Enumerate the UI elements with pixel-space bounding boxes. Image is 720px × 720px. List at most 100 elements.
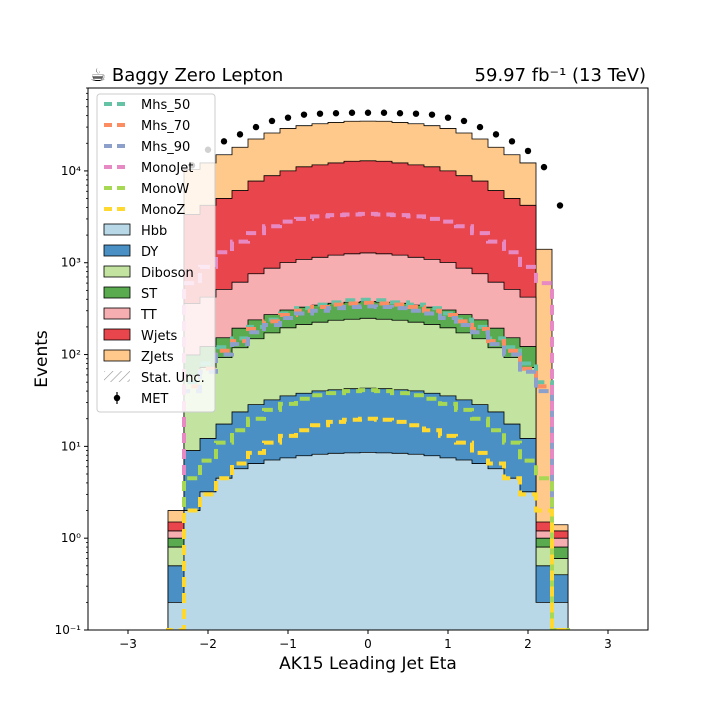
legend-label-dy: DY (141, 245, 158, 260)
bar-hbb-18 (456, 460, 472, 630)
x-tick-label-5: 2 (524, 637, 532, 651)
data-point-12 (380, 109, 388, 116)
legend-swatch-wjets (103, 328, 131, 341)
bar-hbb-7 (280, 457, 296, 630)
legend-label-stat-unc-: Stat. Unc. (141, 371, 205, 386)
data-point-11 (364, 109, 372, 116)
chart-title-right: 59.97 fb⁻¹ (13 TeV) (475, 65, 646, 86)
bar-hbb-9 (312, 454, 328, 630)
data-point-5 (268, 117, 276, 125)
y-axis-ticks: 10⁻¹ 10⁰ 10¹ 10² 10³ 10⁴ (55, 87, 88, 637)
legend-label-monow: MonoW (141, 182, 189, 197)
signal-monojet (166, 211, 570, 630)
bar-hbb-15 (408, 454, 424, 630)
signal-lines (166, 211, 570, 630)
bar-hbb-14 (392, 453, 408, 630)
x-tick-label-1: −2 (199, 637, 217, 651)
data-point-20 (508, 138, 516, 145)
legend-label-zjets: ZJets (141, 350, 174, 365)
data-point-15 (428, 111, 436, 118)
data-point-3 (236, 131, 244, 138)
legend-swatch-stat-unc (104, 371, 130, 382)
outline-wjets (167, 160, 569, 630)
x-tick-label-3: 0 (364, 637, 372, 651)
signal-monow (166, 388, 570, 630)
chart-title-left: ☕ Baggy Zero Lepton (90, 65, 283, 86)
bar-hbb-21 (504, 478, 520, 630)
bar-hbb-2 (200, 491, 216, 630)
bar-hbb-13 (376, 452, 392, 630)
data-point-6 (284, 114, 292, 121)
legend-label-mhs_50: Mhs_50 (141, 98, 190, 113)
outline-dy (167, 387, 569, 630)
outline-hbb (167, 451, 569, 630)
bar-hbb-11 (344, 452, 360, 630)
y-tick-label-5: 10⁴ (61, 164, 81, 178)
outline-tt (167, 252, 569, 630)
bar-hbb-17 (440, 457, 456, 630)
data-point-13 (396, 110, 404, 117)
bar-hbb-4 (232, 468, 248, 630)
y-tick-label-4: 10³ (61, 256, 81, 270)
data-point-23 (556, 202, 564, 209)
legend-swatch-data (113, 394, 121, 402)
x-axis-ticks: −3 −2 −1 0 1 2 3 (119, 630, 612, 651)
bar-hbb-23 (536, 602, 552, 630)
legend-label-hbb: Hbb (141, 224, 167, 239)
bar-hbb-22 (520, 491, 536, 630)
data-points (188, 109, 564, 209)
data-point-18 (476, 123, 484, 131)
bar-hbb-10 (328, 453, 344, 630)
bar-hbb-1 (184, 510, 200, 630)
bar-hbb-16 (424, 455, 440, 630)
bar-hbb-24 (552, 602, 568, 630)
legend-label-wjets: Wjets (141, 329, 178, 344)
bar-hbb-19 (472, 463, 488, 630)
stacked-backgrounds (167, 120, 569, 630)
bar-hbb-5 (248, 463, 264, 630)
outline-zjets (167, 120, 569, 630)
legend-label-mhs_70: Mhs_70 (141, 119, 190, 134)
legend-label-met: MET (141, 392, 168, 407)
bar-hbb-20 (488, 468, 504, 630)
x-tick-label-2: −1 (279, 637, 297, 651)
bar-hbb-8 (296, 455, 312, 630)
x-tick-label-4: 1 (444, 637, 452, 651)
y-tick-label-2: 10¹ (61, 439, 81, 453)
legend: Mhs_50 Mhs_70 Mhs_90 MonoJet MonoW MonoZ Hbb DY… (96, 93, 216, 413)
data-point-19 (492, 131, 500, 138)
legend-label-monojet: MonoJet (141, 161, 193, 176)
data-point-22 (540, 163, 548, 171)
legend-label-diboson: Diboson (141, 266, 194, 281)
signal-monoz (166, 416, 570, 630)
legend-label-monoz: MonoZ (141, 203, 185, 218)
y-tick-label-1: 10⁰ (61, 531, 81, 545)
legend-swatch-st (103, 286, 131, 299)
legend-swatch-dy (103, 244, 131, 257)
x-tick-label-6: 3 (604, 637, 612, 651)
data-point-8 (316, 110, 324, 117)
bar-hbb-12 (360, 452, 376, 630)
bar-hbb-3 (216, 478, 232, 630)
y-tick-label-0: 10⁻¹ (55, 623, 82, 637)
y-tick-label-3: 10² (61, 348, 81, 362)
data-point-14 (412, 110, 420, 117)
x-tick-label-0: −3 (119, 637, 137, 651)
x-axis-label: AK15 Leading Jet Eta (279, 654, 457, 674)
data-point-2 (220, 138, 228, 145)
data-point-7 (300, 111, 308, 118)
data-point-17 (460, 117, 468, 125)
data-point-16 (444, 114, 452, 121)
signal-mhs_90 (166, 304, 570, 630)
data-point-9 (332, 110, 340, 117)
legend-swatch-hbb (103, 223, 131, 236)
bar-hbb-0 (168, 602, 184, 630)
legend-label-tt: TT (140, 308, 157, 323)
legend-label-st: ST (141, 287, 157, 302)
bar-hbb-6 (264, 460, 280, 630)
y-axis-label: Events (32, 330, 52, 388)
data-point-21 (524, 147, 532, 155)
legend-swatch-diboson (103, 265, 131, 278)
legend-swatch-tt (103, 307, 131, 320)
